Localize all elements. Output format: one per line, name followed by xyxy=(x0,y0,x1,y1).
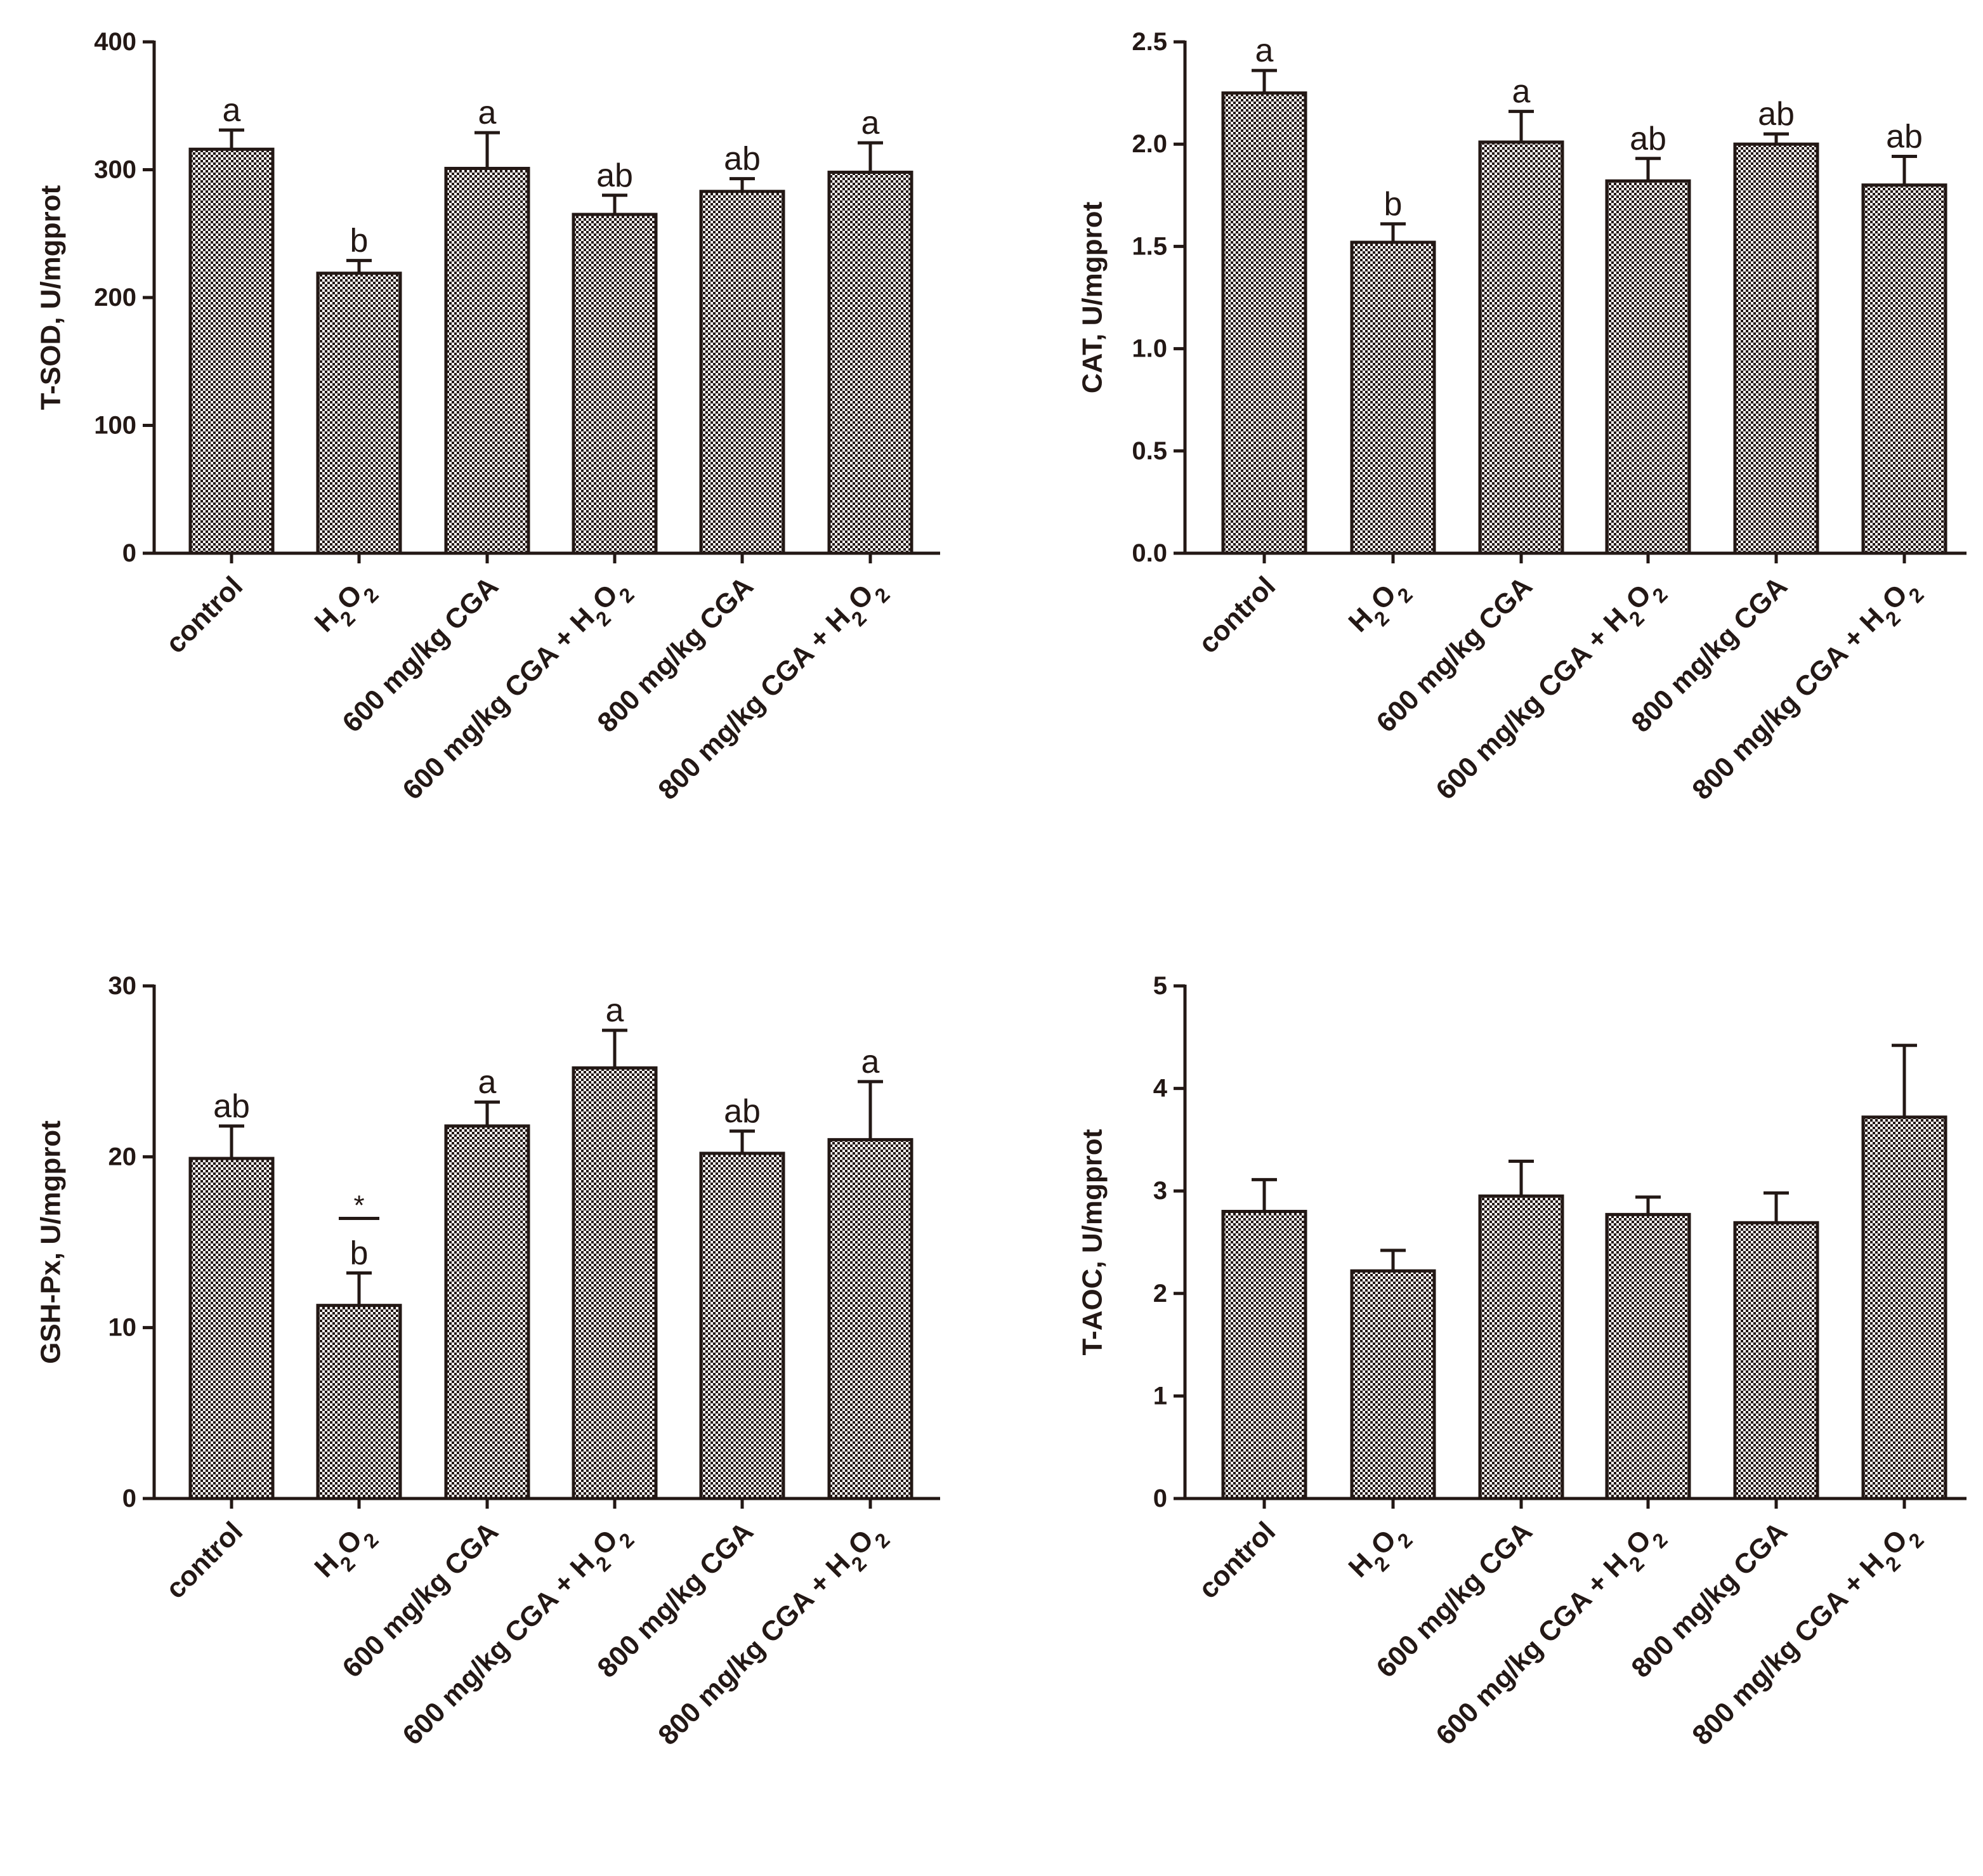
y-tick-label: 4 xyxy=(1153,1075,1168,1103)
chart-panel-2: CAT, U/mgprot 0.0 0.5 1.0 1.5 2.0 2.5 a control b… xyxy=(1077,28,1967,813)
significance-label: a xyxy=(861,1044,880,1080)
y-tick-label: 400 xyxy=(94,28,136,56)
significance-label: ab xyxy=(1630,121,1666,157)
bar xyxy=(316,1304,402,1500)
x-category-label: control xyxy=(160,570,249,659)
bar xyxy=(1221,1210,1307,1500)
significance-label: ab xyxy=(1886,119,1923,155)
significance-label: a xyxy=(606,992,624,1029)
x-category-label: 600 mg/kg CGA + H2O2 xyxy=(1430,1516,1672,1757)
y-axis-label: CAT, U/mgprot xyxy=(1077,202,1108,394)
significance-label: b xyxy=(350,223,369,259)
x-category-label: 600 mg/kg CGA + H2O2 xyxy=(1430,570,1672,812)
chart-panel-3: GSH-Px, U/mgprot 0 10 20 30 ab control b * H2O2 a 6… xyxy=(36,972,940,1758)
y-tick-label: 10 xyxy=(108,1314,137,1342)
bar xyxy=(316,272,402,555)
y-tick-label: 2.0 xyxy=(1132,130,1167,158)
y-tick-label: 2.5 xyxy=(1132,28,1167,56)
x-category-label: H2O2 xyxy=(309,570,383,645)
bar xyxy=(1221,91,1307,555)
x-category-label: 800 mg/kg CGA + H2O2 xyxy=(652,1516,894,1757)
y-tick-label: 5 xyxy=(1153,972,1167,1000)
x-category-label: 600 mg/kg CGA + H2O2 xyxy=(396,1516,638,1757)
x-category-label: H2O2 xyxy=(1343,570,1417,645)
bar xyxy=(1605,179,1691,555)
bar xyxy=(699,1151,785,1500)
significance-label: a xyxy=(1512,74,1531,110)
bar xyxy=(188,1157,275,1500)
y-tick-label: 0.5 xyxy=(1132,437,1167,465)
significance-label: a xyxy=(478,95,497,131)
y-tick-label: 100 xyxy=(94,412,136,440)
bar xyxy=(1861,1115,1947,1500)
bar xyxy=(1733,1221,1819,1500)
bar xyxy=(572,1066,658,1500)
bar xyxy=(1478,140,1564,555)
y-tick-label: 1.5 xyxy=(1132,232,1167,260)
significance-label: a xyxy=(478,1064,497,1101)
x-category-label: 800 mg/kg CGA + H2O2 xyxy=(652,570,894,812)
bar xyxy=(572,213,658,555)
y-tick-label: 0 xyxy=(122,539,136,567)
y-tick-label: 0 xyxy=(122,1485,136,1512)
y-tick-label: 20 xyxy=(108,1143,137,1171)
significance-label: ab xyxy=(213,1088,250,1125)
y-axis-label: GSH-Px, U/mgprot xyxy=(36,1120,67,1364)
significance-label: ab xyxy=(724,1093,761,1130)
x-category-label: 800 mg/kg CGA + H2O2 xyxy=(1686,570,1928,812)
y-axis-label: T-AOC, U/mgprot xyxy=(1077,1129,1108,1355)
x-category-label: 600 mg/kg CGA + H2O2 xyxy=(396,570,638,812)
significance-label: ab xyxy=(596,157,633,194)
bar xyxy=(827,1138,913,1500)
y-axis-label: T-SOD, U/mgprot xyxy=(36,185,67,410)
significance-label: a xyxy=(861,105,880,141)
y-tick-label: 3 xyxy=(1153,1177,1167,1205)
y-tick-label: 2 xyxy=(1153,1280,1167,1308)
significance-label: ab xyxy=(724,141,761,178)
bar xyxy=(827,171,913,555)
x-category-label: H2O2 xyxy=(1343,1516,1417,1590)
bar xyxy=(444,166,530,555)
bar xyxy=(1350,1269,1436,1500)
significance-label: ab xyxy=(1758,96,1795,133)
bar xyxy=(1478,1194,1564,1500)
bar xyxy=(1861,183,1947,555)
bar xyxy=(188,147,275,555)
x-category-label: H2O2 xyxy=(309,1516,383,1590)
bar xyxy=(699,190,785,555)
significance-label: b xyxy=(1384,186,1403,223)
significance-label: a xyxy=(1255,32,1274,69)
significance-label: b xyxy=(350,1235,369,1271)
y-tick-label: 0 xyxy=(1153,1485,1167,1512)
x-category-label: control xyxy=(1193,1516,1281,1604)
x-category-label: control xyxy=(1193,570,1281,659)
significance-star: * xyxy=(353,1190,364,1221)
significance-label: a xyxy=(223,92,241,129)
chart-panel-1: T-SOD, U/mgprot 0 100 200 300 400 a control b H2O… xyxy=(36,28,940,813)
bar xyxy=(1605,1212,1691,1500)
y-tick-label: 1 xyxy=(1153,1382,1167,1410)
y-tick-label: 30 xyxy=(108,972,137,1000)
bar xyxy=(444,1124,530,1500)
x-category-label: 800 mg/kg CGA + H2O2 xyxy=(1686,1516,1928,1757)
y-tick-label: 300 xyxy=(94,156,136,184)
y-tick-label: 0.0 xyxy=(1132,539,1167,567)
y-tick-label: 200 xyxy=(94,284,136,312)
x-category-label: control xyxy=(160,1516,249,1604)
bar xyxy=(1350,240,1436,555)
y-tick-label: 1.0 xyxy=(1132,335,1167,363)
bar xyxy=(1733,142,1819,555)
